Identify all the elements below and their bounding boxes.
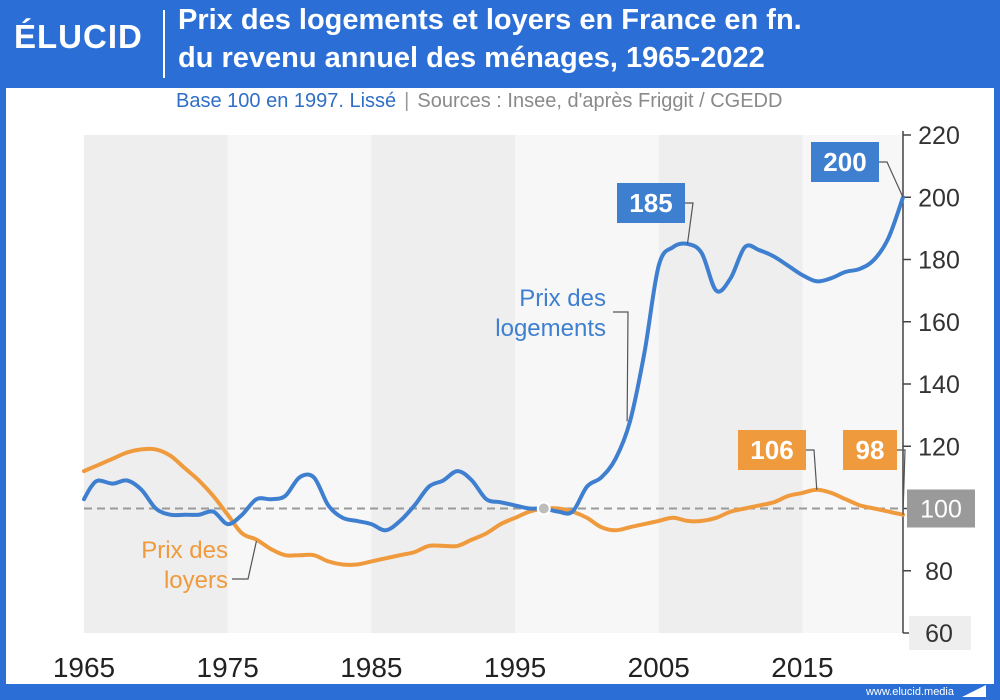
subtitle-sources: Sources : Insee, d'après Friggit / CGEDD bbox=[417, 90, 783, 112]
elucid-flag-icon bbox=[962, 685, 986, 697]
x-tick-label: 1985 bbox=[340, 652, 402, 683]
y-tick-label: 140 bbox=[918, 371, 960, 399]
header-bar: ÉLUCID Prix des logements et loyers en F… bbox=[0, 0, 1000, 88]
shaded-band bbox=[84, 135, 228, 633]
leader-line-prix-logements bbox=[613, 311, 629, 422]
shaded-band bbox=[371, 135, 516, 633]
annotation-label-185: 185 bbox=[629, 188, 672, 218]
annotation-leader-200 bbox=[879, 161, 904, 198]
y-tick-label: 120 bbox=[918, 433, 960, 461]
base-year-point bbox=[536, 501, 551, 516]
y-tick-label: 80 bbox=[925, 558, 953, 586]
series-line-prix-logements bbox=[82, 195, 905, 533]
subtitle-separator: | bbox=[404, 90, 410, 112]
header-divider bbox=[163, 10, 165, 78]
reference-value-box bbox=[907, 489, 975, 528]
subtitle-base: Base 100 en 1997. Lissé bbox=[176, 90, 397, 112]
series-label-prix-loyers-line-1: Prix des bbox=[141, 537, 228, 564]
x-tick-label: 1965 bbox=[53, 652, 115, 683]
annotation-leader-106 bbox=[806, 449, 818, 490]
x-tick-label: 1975 bbox=[197, 652, 259, 683]
series-label-prix-logements-line-1: Prix des bbox=[519, 285, 606, 312]
y-tick-label: 60 bbox=[925, 620, 953, 648]
series-label-prix-logements-line-2: logements bbox=[495, 315, 606, 342]
y-tick-label: 180 bbox=[918, 247, 960, 275]
chart-title-line-2: du revenu annuel des ménages, 1965-2022 bbox=[178, 42, 765, 74]
chart-panel: 60 80 120 140 160 180 200 220 1965 1975 1985 1995 20… bbox=[6, 88, 994, 684]
chart-subtitle: Base 100 en 1997. Lissé | Sources : Insee,… bbox=[176, 90, 782, 113]
annotation-box-98 bbox=[843, 430, 897, 470]
elucid-logo: ÉLUCID bbox=[14, 18, 143, 55]
line-chart: 60 80 120 140 160 180 200 220 1965 1975 1985 1995 20… bbox=[53, 122, 975, 683]
series-label-prix-loyers-line-2: loyers bbox=[164, 567, 228, 594]
series-line-prix-loyers bbox=[82, 446, 905, 567]
leader-line-prix-loyers bbox=[232, 541, 258, 580]
y-tick-bg bbox=[909, 616, 971, 650]
annotation-box-200 bbox=[811, 142, 879, 182]
annotation-label-200: 200 bbox=[823, 147, 866, 177]
x-tick-label: 2005 bbox=[628, 652, 690, 683]
annotation-label-98: 98 bbox=[856, 435, 885, 465]
annotation-leader-98 bbox=[897, 449, 906, 515]
y-tick-label: 200 bbox=[918, 184, 960, 212]
chart-title-line-1: Prix des logements et loyers en France e… bbox=[178, 4, 802, 36]
annotation-box-106 bbox=[738, 430, 806, 470]
reference-value-label: 100 bbox=[920, 496, 962, 524]
annotation-box-185 bbox=[617, 183, 685, 223]
x-tick-label: 1995 bbox=[484, 652, 546, 683]
annotation-leader-185 bbox=[685, 202, 694, 245]
annotation-label-106: 106 bbox=[750, 435, 793, 465]
footer-url: www.elucid.media bbox=[865, 686, 954, 698]
x-tick-label: 2015 bbox=[771, 652, 833, 683]
y-tick-label: 220 bbox=[918, 122, 960, 150]
y-tick-label: 160 bbox=[918, 309, 960, 337]
